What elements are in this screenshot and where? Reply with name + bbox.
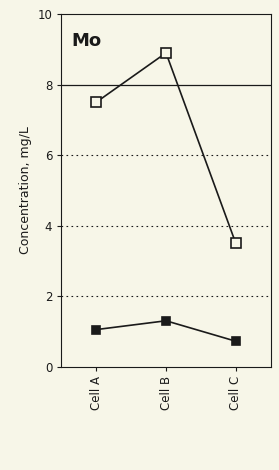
Y-axis label: Concentration, mg/L: Concentration, mg/L (19, 126, 32, 254)
Text: Mo: Mo (72, 32, 102, 50)
